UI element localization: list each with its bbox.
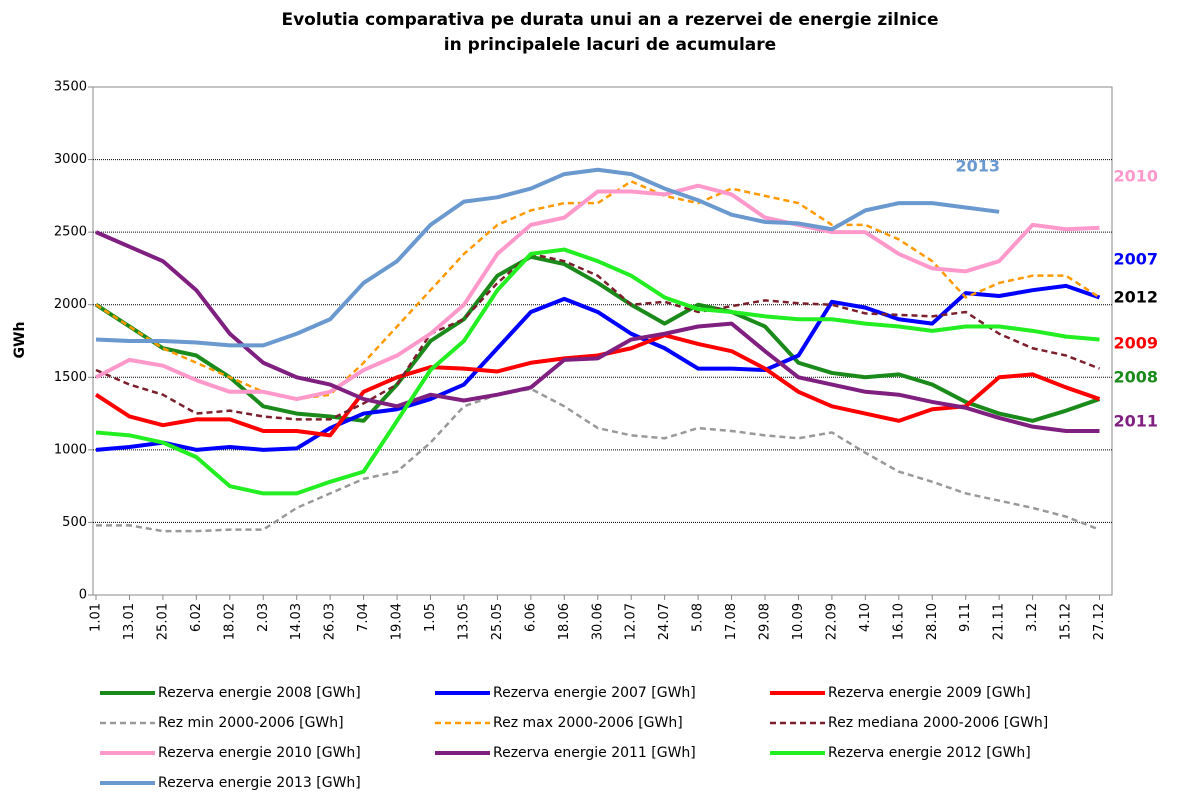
series-line: [95, 247, 1100, 496]
annotation: 2012: [1113, 288, 1158, 307]
y-axis-label: GWh: [12, 322, 28, 359]
x-tick-label: 7.04: [356, 603, 371, 632]
y-tick-label: 1500: [54, 370, 87, 385]
x-tick-label: 15.12: [1059, 603, 1074, 640]
y-tick-label: 3500: [54, 80, 87, 95]
x-tick-label: 14.03: [289, 603, 304, 640]
series-line: [95, 180, 1101, 401]
x-tick-label: 25.01: [155, 603, 170, 640]
y-tick-label: 1000: [54, 442, 87, 457]
x-tick-label: 9.11: [958, 603, 973, 632]
x-tick-label: 19.04: [390, 603, 405, 640]
x-tick-label: 13.01: [122, 603, 137, 640]
x-tick-label: 10.09: [791, 603, 806, 640]
series-line: [95, 183, 1100, 402]
x-tick-label: 6.02: [189, 603, 204, 632]
legend-label: Rez mediana 2000-2006 [GWh]: [828, 715, 1048, 731]
series-line: [95, 252, 1100, 421]
x-tick-label: 1.01: [89, 603, 104, 632]
series-line: [96, 387, 1100, 533]
y-tick-label: 2000: [54, 297, 87, 312]
plot-frame: [92, 86, 1113, 596]
x-tick-label: 16.10: [891, 603, 906, 640]
x-tick-label: 5.08: [691, 603, 706, 632]
series-line: [94, 254, 1101, 423]
x-tick-label: 4.10: [858, 603, 873, 632]
y-tick-label: 2500: [54, 225, 87, 240]
annotation: 2007: [1113, 250, 1158, 269]
legend-label: Rezerva energie 2007 [GWh]: [493, 685, 696, 701]
annotation: 2010: [1113, 167, 1158, 186]
x-tick-label: 21.11: [992, 603, 1007, 640]
x-tick-label: 1.05: [423, 603, 438, 632]
x-tick-label: 3.12: [1025, 603, 1040, 632]
x-tick-label: 27.12: [1092, 603, 1107, 640]
x-tick-label: 25.05: [490, 603, 505, 640]
annotation: 2011: [1113, 412, 1158, 431]
annotation: 2013: [955, 157, 1000, 176]
annotation: 2008: [1113, 368, 1158, 387]
x-tick-label: 18.06: [557, 603, 572, 640]
legend-label: Rezerva energie 2012 [GWh]: [828, 745, 1031, 761]
x-tick-label: 18.02: [222, 603, 237, 640]
y-tick-label: 0: [79, 588, 87, 603]
legend-label: Rez max 2000-2006 [GWh]: [493, 715, 683, 731]
series-line: [94, 333, 1101, 438]
legend-label: Rezerva energie 2011 [GWh]: [493, 745, 696, 761]
x-tick-label: 13.05: [456, 603, 471, 640]
y-tick-label: 500: [62, 515, 87, 530]
y-tick-label: 3000: [54, 152, 87, 167]
legend-label: Rezerva energie 2013 [GWh]: [158, 775, 361, 791]
x-tick-label: 22.09: [824, 603, 839, 640]
legend-label: Rez min 2000-2006 [GWh]: [158, 715, 344, 731]
series-line: [95, 230, 1100, 433]
x-tick-label: 12.07: [624, 603, 639, 640]
legend-label: Rezerva energie 2008 [GWh]: [158, 685, 361, 701]
x-tick-label: 17.08: [724, 603, 739, 640]
x-tick-label: 2.03: [256, 603, 271, 632]
x-tick-label: 29.08: [758, 603, 773, 640]
x-tick-label: 26.03: [323, 603, 338, 640]
x-tick-label: 24.07: [657, 603, 672, 640]
x-tick-label: 30.06: [590, 603, 605, 640]
legend-label: Rezerva energie 2010 [GWh]: [158, 745, 361, 761]
chart-title: in principalele lacuri de acumulare: [444, 35, 776, 55]
annotation: 2009: [1113, 334, 1158, 353]
legend-label: Rezerva energie 2009 [GWh]: [828, 685, 1031, 701]
chart-title: Evolutia comparativa pe durata unui an a…: [281, 10, 938, 30]
series-line: [95, 167, 1000, 348]
series-line: [95, 283, 1101, 452]
x-tick-label: 28.10: [925, 603, 940, 640]
x-tick-label: 6.06: [523, 603, 538, 632]
